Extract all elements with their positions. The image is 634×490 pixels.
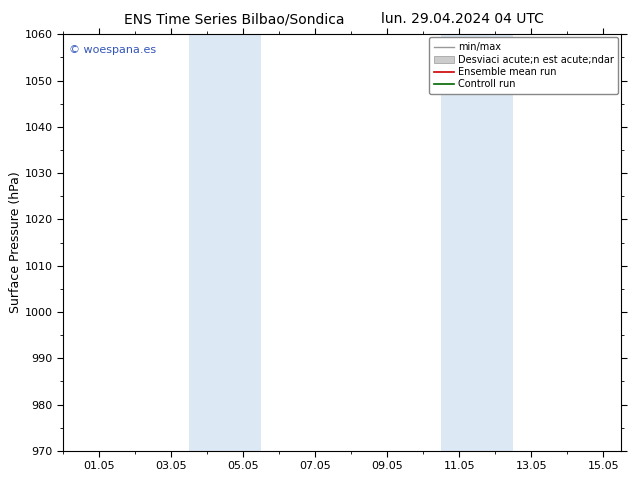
Bar [190, 34, 261, 451]
Text: © woespana.es: © woespana.es [69, 45, 156, 55]
Bar [441, 34, 514, 451]
Text: ENS Time Series Bilbao/Sondica: ENS Time Series Bilbao/Sondica [124, 12, 345, 26]
Text: lun. 29.04.2024 04 UTC: lun. 29.04.2024 04 UTC [382, 12, 544, 26]
Y-axis label: Surface Pressure (hPa): Surface Pressure (hPa) [9, 172, 22, 314]
Legend: min/max, Desviaci acute;n est acute;ndar, Ensemble mean run, Controll run: min/max, Desviaci acute;n est acute;ndar… [429, 37, 618, 94]
